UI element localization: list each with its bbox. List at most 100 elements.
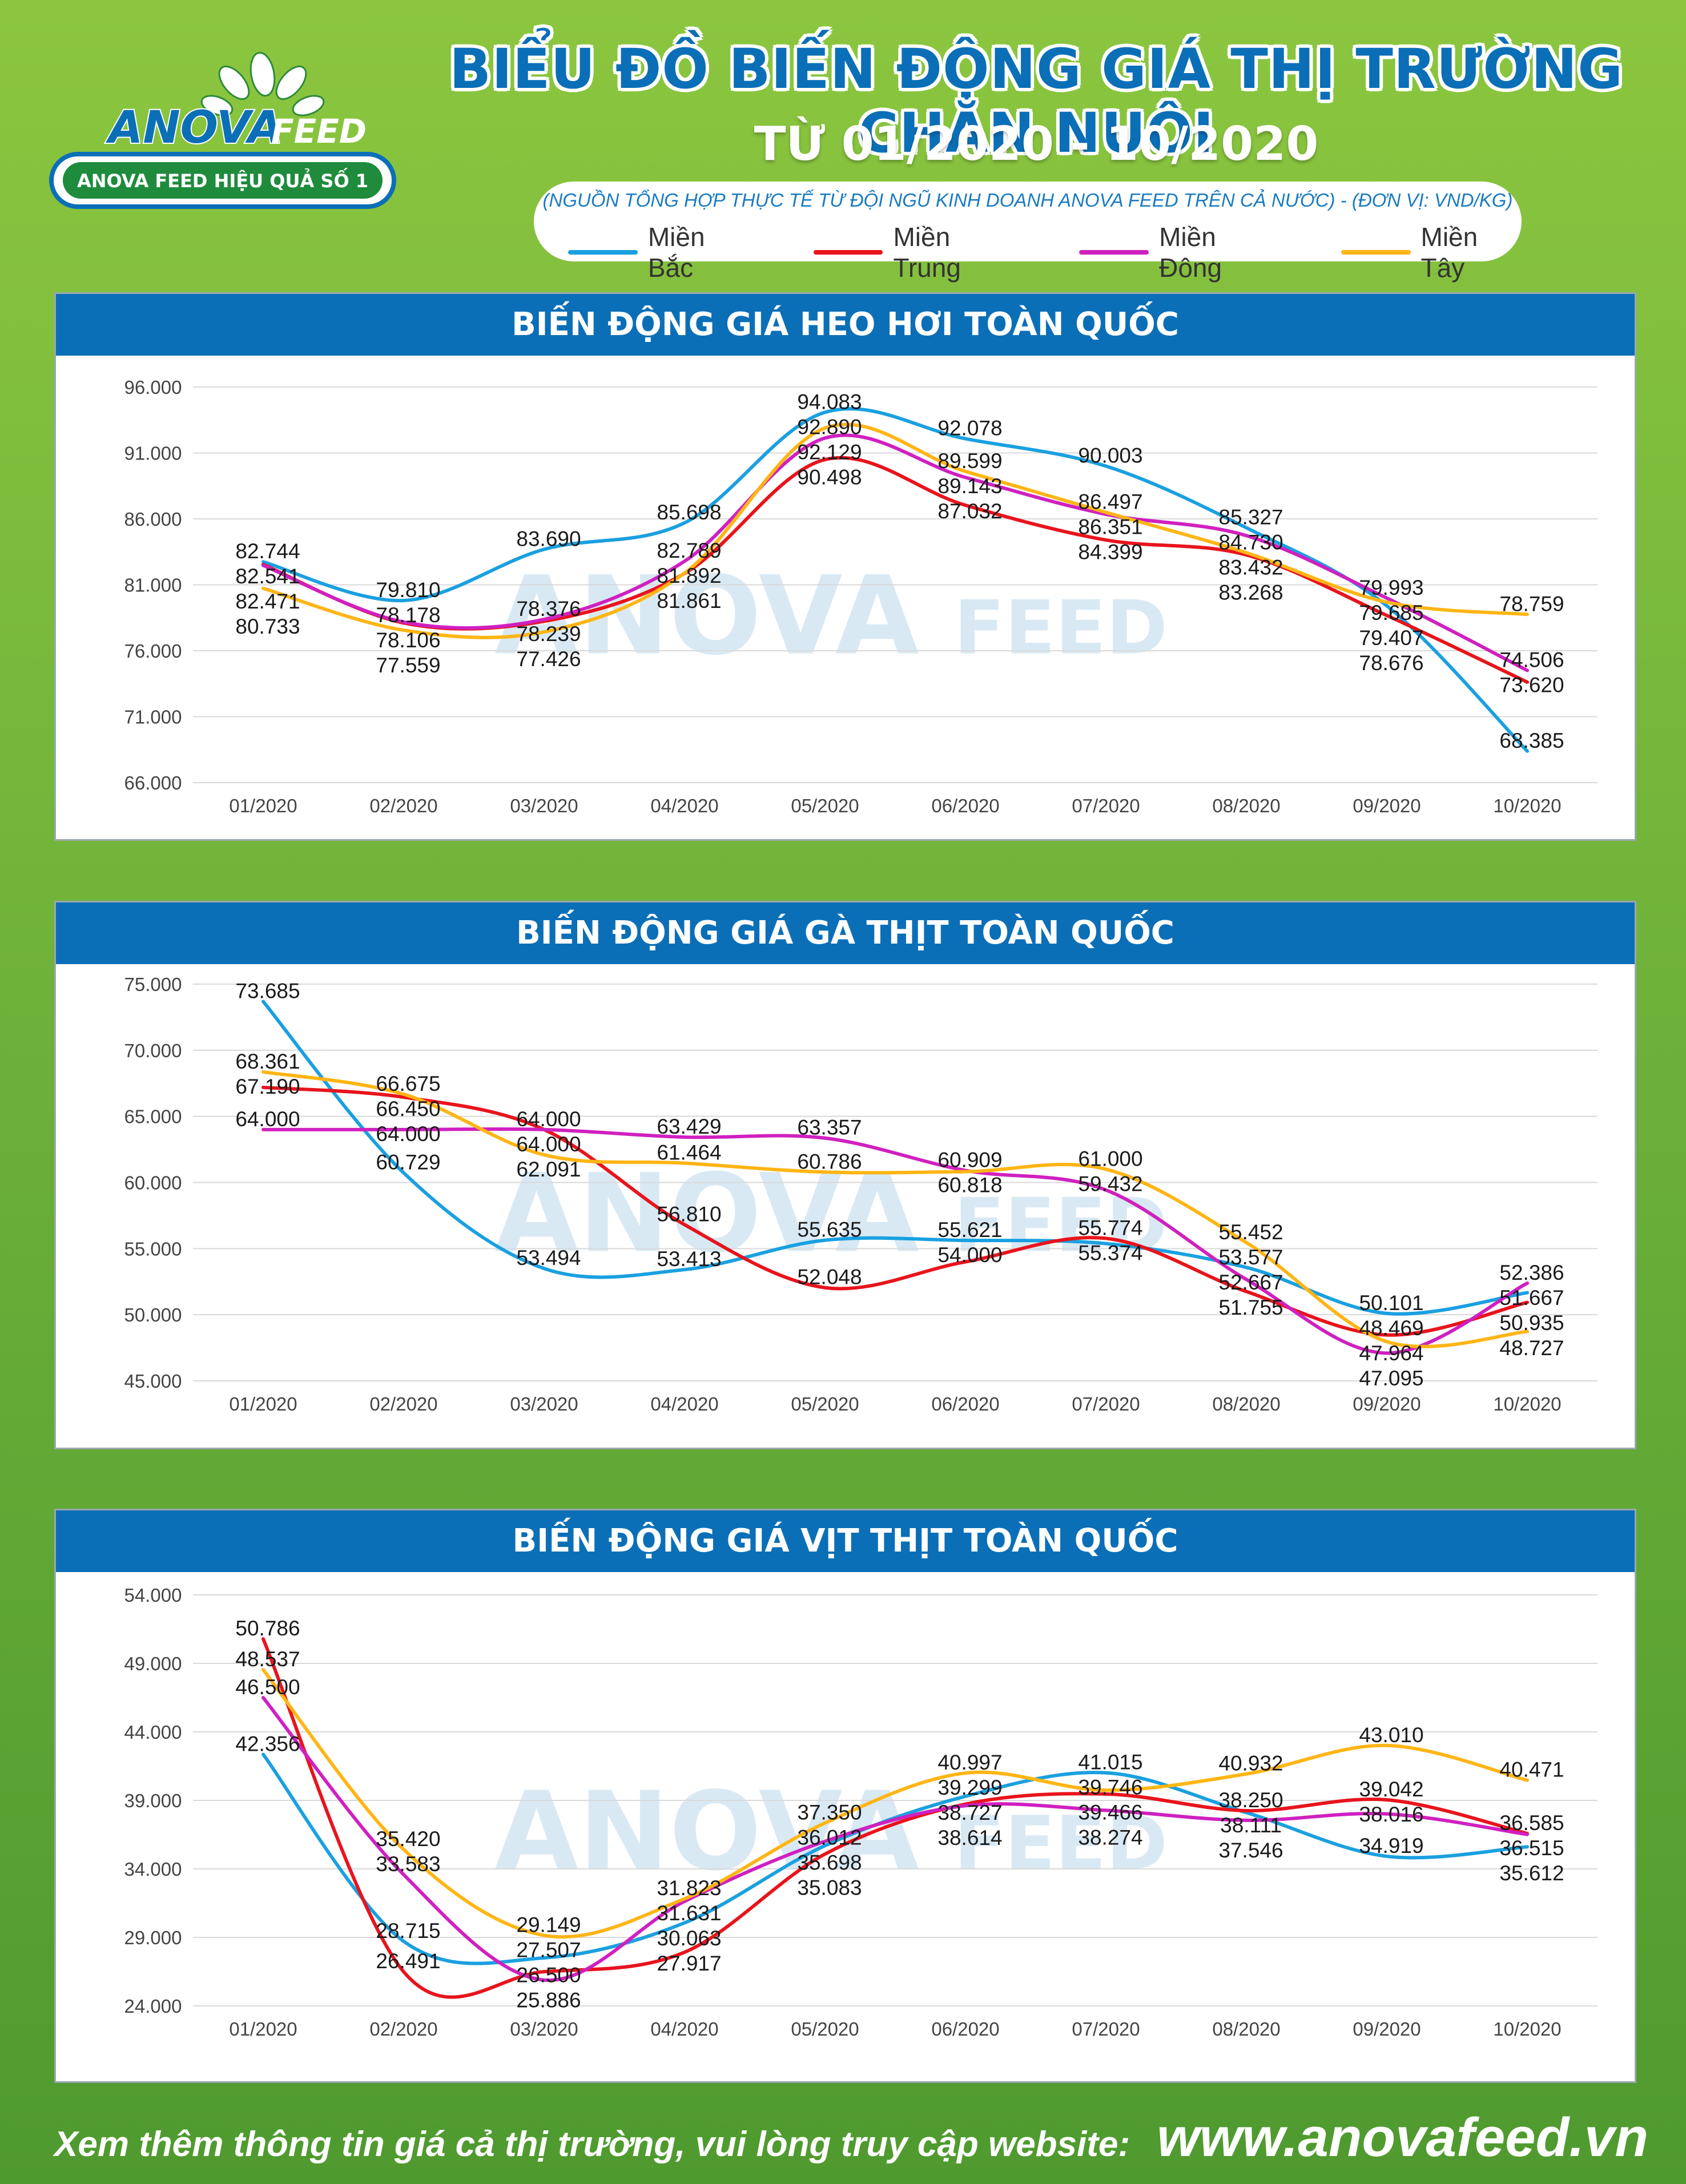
data-label: 37.350 (797, 1801, 862, 1824)
data-label: 86.497 (1078, 490, 1142, 514)
data-label: 52.667 (1218, 1271, 1283, 1294)
data-label: 43.010 (1359, 1723, 1423, 1747)
data-label: 92.078 (937, 417, 1002, 440)
data-label: 78.239 (516, 622, 581, 646)
data-label: 85.698 (657, 501, 721, 524)
data-label: 38.250 (1218, 1788, 1283, 1812)
chart-title-duck: BIẾN ĐỘNG GIÁ VỊT THỊT TOÀN QUỐC (56, 1510, 1635, 1572)
y-tick-label: 96.000 (124, 377, 182, 398)
legend-swatch (568, 250, 638, 255)
y-tick-label: 76.000 (124, 640, 182, 662)
x-tick-label: 05/2020 (791, 795, 859, 816)
data-label: 80.733 (235, 615, 300, 638)
data-label: 61.464 (657, 1141, 721, 1164)
x-tick-label: 07/2020 (1072, 795, 1140, 816)
data-label: 55.774 (1078, 1216, 1142, 1239)
data-label: 82.541 (235, 565, 300, 588)
data-label: 66.450 (376, 1097, 440, 1121)
line-chart-duck: ANOVA FEED 54.000 49.000 44.000 39.000 34.000 2… (124, 1585, 1598, 2040)
website-link[interactable]: www.anovafeed.vn (1157, 2107, 1648, 2168)
data-label: 31.823 (657, 1876, 721, 1900)
x-tick-label: 05/2020 (791, 2018, 859, 2040)
x-tick-label: 07/2020 (1072, 2018, 1140, 2040)
data-label: 46.500 (235, 1675, 300, 1699)
data-label: 51.755 (1218, 1296, 1283, 1319)
y-tick-label: 45.000 (124, 1371, 182, 1392)
data-label: 27.507 (516, 1938, 581, 1961)
watermark-text: ANOVA (494, 1768, 919, 1895)
data-label: 35.083 (797, 1876, 862, 1900)
y-tick-label: 81.000 (124, 575, 182, 596)
y-tick-label: 86.000 (124, 509, 182, 530)
data-label: 39.299 (937, 1776, 1002, 1799)
data-label: 25.886 (516, 1988, 581, 2012)
legend-item: Miền Tây (1341, 221, 1522, 283)
data-label: 38.727 (937, 1801, 1002, 1824)
data-label: 90.498 (797, 465, 862, 489)
data-label: 79.685 (1359, 601, 1423, 624)
x-tick-label: 07/2020 (1072, 1393, 1140, 1415)
data-label: 54.000 (937, 1243, 1002, 1267)
data-label: 78.106 (376, 628, 440, 652)
x-tick-label: 06/2020 (931, 2018, 999, 2040)
data-label: 73.620 (1499, 674, 1564, 697)
data-label: 35.612 (1499, 1861, 1564, 1885)
data-label: 50.935 (1499, 1311, 1564, 1335)
data-label: 53.413 (657, 1247, 721, 1271)
data-label: 29.149 (516, 1913, 581, 1936)
x-tick-label: 10/2020 (1493, 2018, 1561, 2040)
series-line (261, 1668, 1529, 1939)
y-tick-label: 39.000 (124, 1790, 182, 1811)
data-label: 38.274 (1078, 1826, 1142, 1849)
legend-item: Miền Trung (813, 221, 1017, 283)
data-label: 60.909 (937, 1148, 1002, 1171)
data-label: 56.810 (657, 1202, 721, 1226)
data-label: 47.964 (1359, 1341, 1423, 1365)
series-line (261, 1085, 1529, 1337)
data-label: 40.997 (937, 1751, 1002, 1774)
chart-title-chicken: BIẾN ĐỘNG GIÁ GÀ THỊT TOÀN QUỐC (56, 902, 1635, 964)
data-label: 87.032 (937, 499, 1002, 523)
footer-text: Xem thêm thông tin giá cả thị trường, vu… (54, 2125, 1130, 2164)
data-label: 79.810 (376, 578, 440, 602)
data-label: 78.376 (516, 597, 581, 620)
x-tick-label: 01/2020 (229, 795, 297, 816)
y-tick-label: 91.000 (124, 443, 182, 464)
footer: Xem thêm thông tin giá cả thị trường, vu… (54, 2106, 1653, 2169)
data-label: 63.429 (657, 1115, 721, 1138)
page-subtitle: TỪ 01/2020 - 10/2020 (754, 117, 1319, 171)
data-label: 52.386 (1499, 1261, 1564, 1284)
x-tick-label: 06/2020 (931, 1393, 999, 1415)
data-label: 92.890 (797, 415, 862, 438)
data-label: 33.583 (376, 1852, 440, 1876)
data-label: 38.111 (1220, 1814, 1282, 1837)
x-tick-label: 05/2020 (791, 1393, 859, 1415)
data-label: 73.685 (235, 979, 300, 1002)
y-tick-label: 49.000 (124, 1653, 182, 1674)
series-line (261, 1637, 1529, 1999)
y-tick-label: 75.000 (124, 974, 182, 995)
data-label: 64.000 (516, 1133, 581, 1156)
data-label: 78.676 (1359, 651, 1423, 675)
y-tick-label: 60.000 (124, 1172, 182, 1194)
data-label: 78.178 (376, 603, 440, 627)
x-tick-label: 10/2020 (1493, 1393, 1561, 1415)
y-tick-label: 66.000 (124, 772, 182, 793)
data-label: 26.491 (376, 1949, 440, 1973)
x-tick-label: 09/2020 (1353, 795, 1421, 816)
data-label: 28.715 (376, 1919, 440, 1943)
chart-panel-pork: BIẾN ĐỘNG GIÁ HEO HƠI TOÀN QUỐC ANOVA FEE… (54, 292, 1636, 841)
data-label: 89.143 (937, 474, 1002, 498)
watermark: ANOVA FEED (494, 1768, 1168, 1895)
data-label: 86.351 (1078, 515, 1142, 539)
data-label: 39.746 (1078, 1776, 1142, 1799)
x-tick-label: 02/2020 (369, 1393, 437, 1415)
chart-panel-duck: BIẾN ĐỘNG GIÁ VỊT THỊT TOÀN QUỐC ANOVA FE… (54, 1509, 1636, 2083)
data-label: 82.789 (657, 539, 721, 562)
data-label: 60.786 (797, 1150, 862, 1173)
data-label: 31.631 (657, 1901, 721, 1925)
y-tick-label: 34.000 (124, 1859, 182, 1880)
x-tick-label: 01/2020 (229, 1393, 297, 1415)
data-label: 48.727 (1499, 1336, 1564, 1360)
data-label: 83.690 (516, 527, 581, 550)
